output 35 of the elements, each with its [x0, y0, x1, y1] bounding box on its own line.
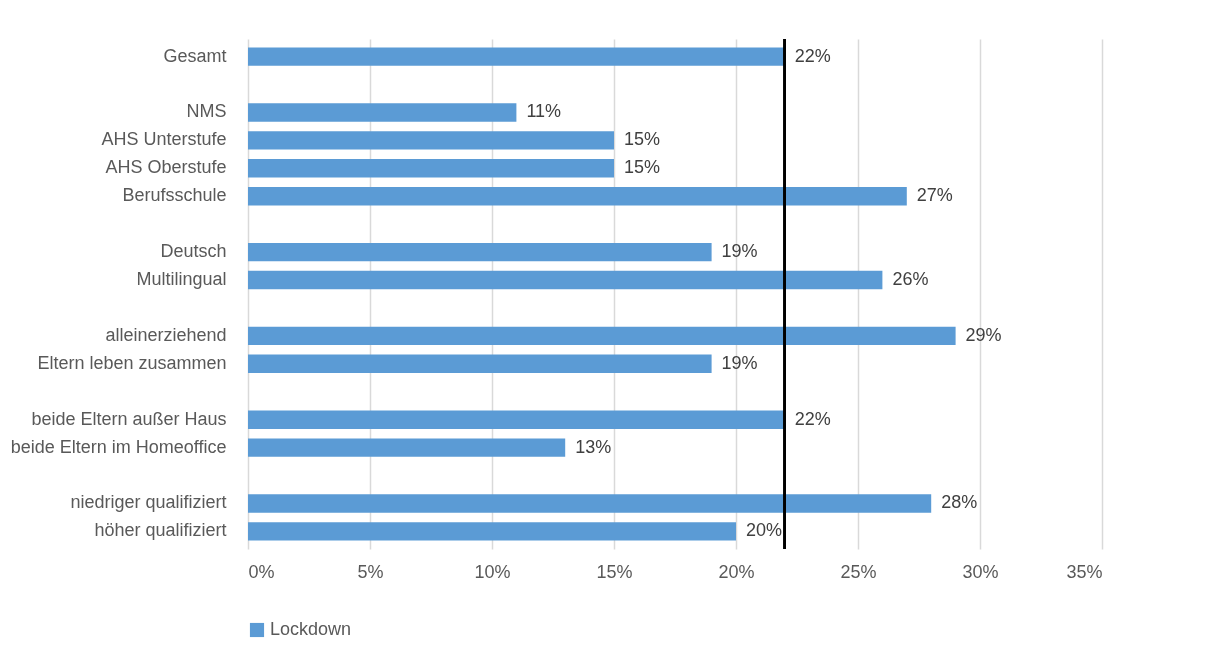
y-tick-label: beide Eltern im Homeoffice [10, 436, 227, 457]
data-label: 20% [746, 520, 783, 541]
data-label: 13% [575, 436, 612, 457]
legend-label: Lockdown [270, 619, 352, 639]
data-label: 15% [624, 129, 661, 150]
data-label: 29% [965, 324, 1002, 345]
y-tick-label: beide Eltern außer Haus [31, 408, 227, 429]
x-tick-label: 25% [840, 561, 877, 582]
x-tick-label: 20% [718, 561, 755, 582]
y-tick-label: AHS Oberstufe [105, 157, 227, 178]
y-tick-label: NMS [186, 101, 227, 122]
x-tick-label: 15% [596, 561, 633, 582]
y-tick-label: Deutsch [160, 241, 227, 262]
data-label: 22% [794, 408, 831, 429]
x-tick-label: 35% [1066, 561, 1103, 582]
y-tick-label: niedriger qualifiziert [70, 492, 227, 513]
y-tick-label: höher qualifiziert [94, 520, 227, 541]
x-tick-label: 10% [474, 561, 511, 582]
x-tick-label: 0% [248, 561, 275, 582]
y-tick-label: Gesamt [163, 45, 227, 66]
y-tick-label: Multilingual [136, 269, 227, 290]
data-label: 26% [892, 269, 929, 290]
data-label: 27% [916, 185, 953, 206]
y-tick-label: alleinerziehend [105, 324, 227, 345]
data-label: 22% [794, 45, 831, 66]
y-tick-label: AHS Unterstufe [101, 129, 227, 150]
data-label: 11% [526, 101, 562, 122]
data-label: 15% [624, 157, 661, 178]
data-label: 19% [721, 352, 758, 373]
data-label: 19% [721, 241, 758, 262]
x-tick-label: 5% [357, 561, 384, 582]
data-label: 28% [941, 492, 978, 513]
y-tick-label: Berufsschule [122, 185, 227, 206]
x-tick-label: 30% [962, 561, 999, 582]
y-tick-label: Eltern leben zusammen [37, 352, 227, 373]
